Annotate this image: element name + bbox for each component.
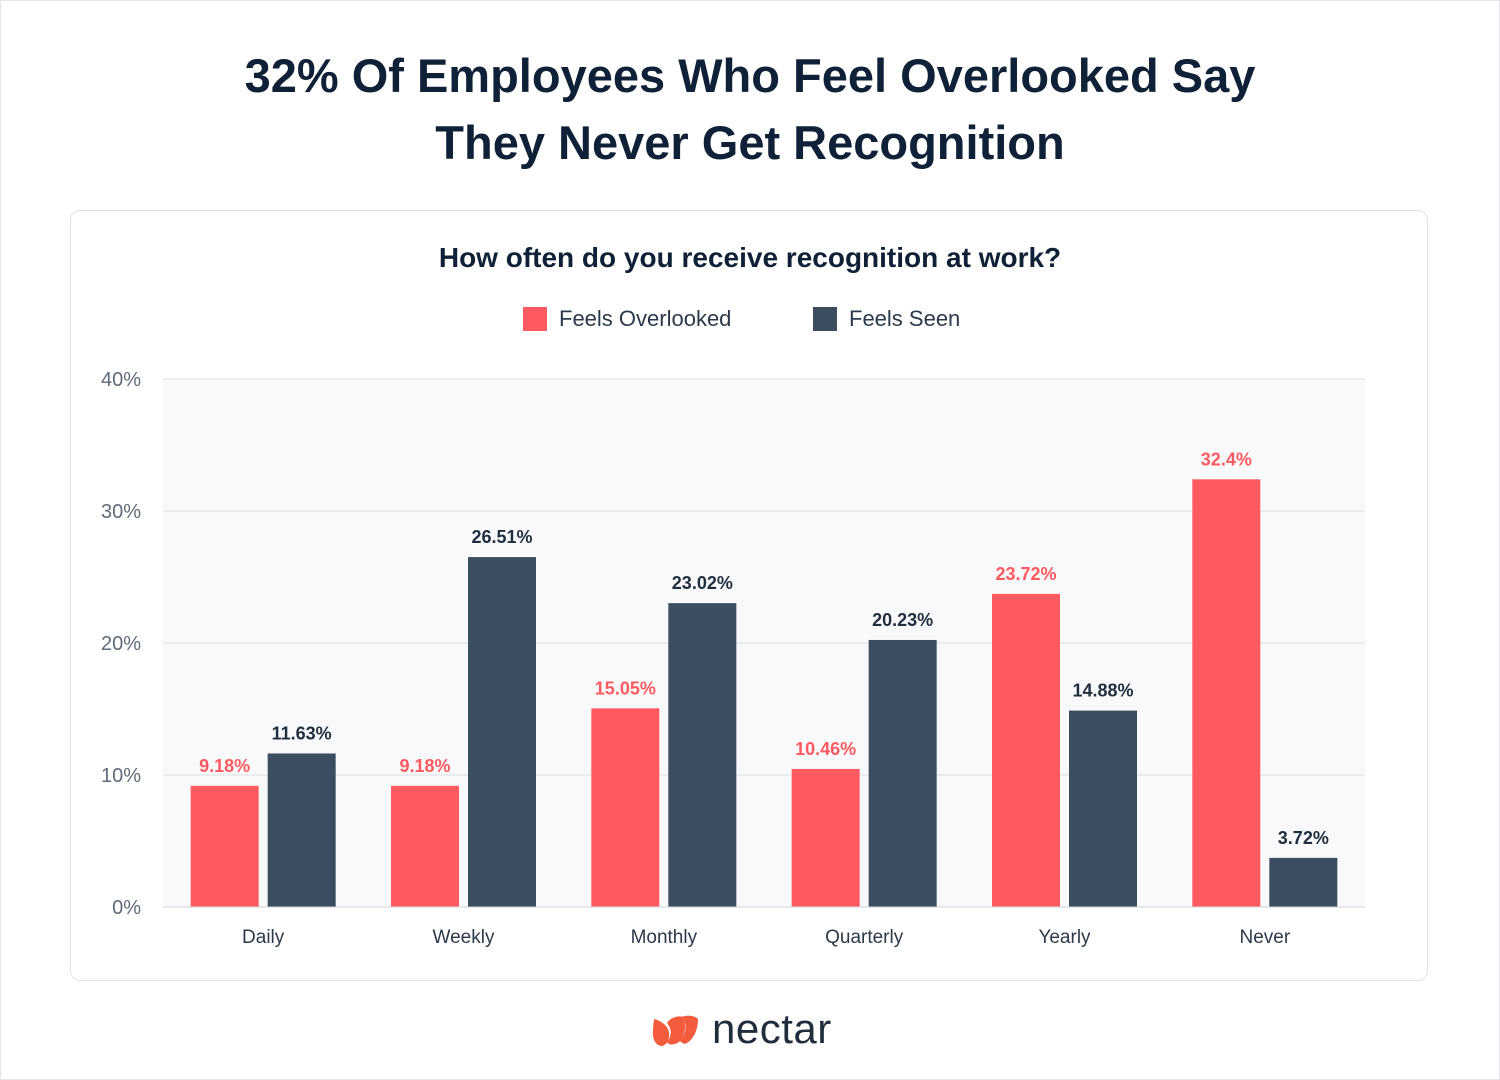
- legend-item-seen: Feels Seen: [813, 304, 960, 334]
- legend-label-overlooked: Feels Overlooked: [559, 306, 732, 331]
- data-label: 26.51%: [471, 527, 532, 547]
- legend-label-seen: Feels Seen: [849, 306, 961, 331]
- data-label: 20.23%: [872, 610, 933, 630]
- brand: nectar: [650, 1004, 832, 1054]
- x-tick-label: Weekly: [433, 927, 495, 948]
- x-tick-label: Yearly: [1038, 927, 1091, 948]
- headline-line-1: 32% Of Employees Who Feel Overlooked Say: [244, 49, 1256, 102]
- data-label: 32.4%: [1201, 449, 1252, 469]
- x-tick-label: Monthly: [631, 927, 698, 948]
- bar: [391, 785, 459, 907]
- data-label: 9.18%: [399, 756, 450, 776]
- bar: [190, 785, 259, 907]
- legend-swatch-overlooked: [523, 307, 547, 331]
- data-label: 10.46%: [795, 739, 856, 759]
- bar: [1069, 710, 1137, 907]
- x-tick-label: Quarterly: [825, 927, 904, 948]
- bar: [1192, 479, 1261, 907]
- y-tick-label: 20%: [101, 633, 141, 655]
- bar: [992, 593, 1060, 907]
- bar: [468, 557, 536, 907]
- chart-title: How often do you receive recognition at …: [438, 242, 1062, 273]
- bar: [591, 708, 660, 907]
- y-tick-label: 0%: [112, 897, 141, 919]
- data-label: 23.72%: [995, 564, 1056, 584]
- brand-name: nectar: [712, 1005, 832, 1052]
- bar: [791, 768, 860, 907]
- data-label: 9.18%: [199, 756, 250, 776]
- headline: 32% Of Employees Who Feel Overlooked Say…: [0, 42, 1500, 176]
- data-label: 3.72%: [1278, 828, 1329, 848]
- legend-item-overlooked: Feels Overlooked: [523, 304, 731, 334]
- x-tick-label: Daily: [242, 927, 285, 948]
- data-label: 11.63%: [272, 723, 332, 743]
- y-tick-label: 30%: [101, 501, 141, 523]
- data-label: 15.05%: [595, 678, 656, 698]
- bar: [267, 753, 336, 907]
- headline-line-2: They Never Get Recognition: [435, 116, 1065, 169]
- bar: [868, 639, 937, 907]
- bar: [1269, 857, 1338, 907]
- nectar-logo-icon: [652, 1015, 698, 1046]
- data-label: 14.88%: [1072, 681, 1133, 701]
- data-label: 23.02%: [672, 573, 733, 593]
- legend-swatch-seen: [813, 307, 837, 331]
- legend: Feels Overlooked Feels Seen: [0, 304, 1500, 334]
- y-tick-label: 40%: [101, 369, 141, 391]
- bar: [668, 603, 737, 907]
- x-tick-label: Never: [1239, 927, 1290, 948]
- y-tick-label: 10%: [101, 765, 141, 787]
